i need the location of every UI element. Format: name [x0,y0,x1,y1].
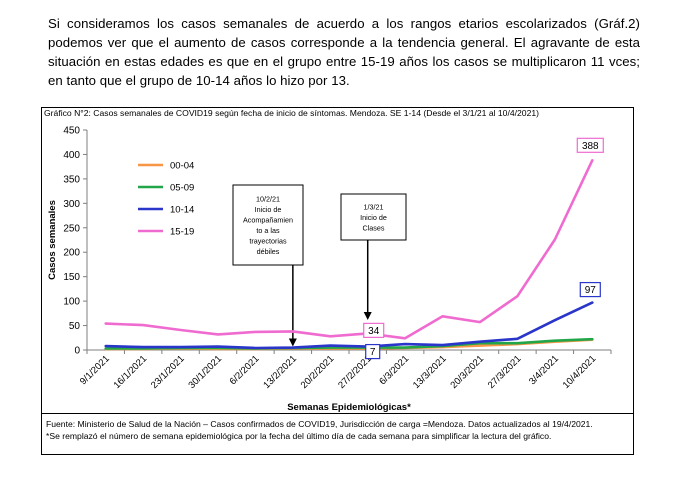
footnote: *Se remplazó el número de semana epidemi… [46,431,552,441]
y-tick-label: 200 [63,248,80,259]
annotation-arrowhead [288,338,297,347]
series-line-15-19 [104,159,594,340]
x-tick-label: 27/3/2021 [486,353,524,391]
legend-label-15-19: 15-19 [170,227,194,238]
y-tick-label: 250 [63,223,80,234]
data-label: 97 [585,285,597,296]
y-tick-label: 50 [69,321,81,332]
data-label-box [363,322,385,338]
data-label: 388 [582,141,599,152]
annotation-text: Inicio de [360,213,387,222]
annotation-text: Clases [363,223,385,232]
annotation-text: Inicio de [255,205,282,214]
annotation-text: Acompañamien [243,216,293,225]
annotation-text: 1/3/21 [364,202,384,211]
annotation-text: débiles [257,247,280,256]
y-axis-title: Casos semanales [47,200,58,280]
x-axis-title: Semanas Epidemiológicas* [287,402,411,413]
x-tick-label: 30/1/2021 [186,353,224,391]
annotation-text: 10/2/21 [256,195,280,204]
x-tick-label: 6/3/2021 [377,353,411,387]
x-tick-label: 13/3/2021 [411,353,449,391]
annotation-text: to a las [256,226,280,235]
annotation-arrowhead [363,312,372,320]
annotation-text: trayectorias [249,237,287,246]
y-tick-label: 400 [63,150,80,161]
x-tick-label: 16/1/2021 [112,353,150,391]
legend-label-05-09: 05-09 [170,183,194,194]
y-tick-label: 350 [63,174,80,185]
legend-label-10-14: 10-14 [170,205,194,216]
x-tick-label: 3/4/2021 [527,353,561,387]
annotation-box [232,184,304,266]
x-tick-label: 20/2/2021 [299,353,337,391]
figure-footer: Fuente: Ministerio de Salud de la Nación… [41,413,634,455]
data-label: 34 [368,326,380,337]
y-tick-label: 300 [63,199,80,210]
intro-paragraph: Si consideramos los casos semanales de a… [48,16,640,88]
x-tick-label: 6/2/2021 [228,353,262,387]
y-tick-label: 0 [74,346,80,357]
source-note: Fuente: Ministerio de Salud de la Nación… [46,419,593,429]
annotation-box [340,193,407,241]
figure-title: Gráfico N°2: Casos semanales de COVID19 … [44,108,539,118]
y-tick-label: 450 [63,126,80,137]
x-tick-label: 13/2/2021 [261,353,299,391]
series-line-10-14 [104,301,594,350]
data-label-box [576,137,604,153]
y-tick-label: 150 [63,272,80,283]
x-tick-label: 20/3/2021 [448,353,486,391]
data-label-box [579,281,601,298]
data-label: 7 [370,347,376,358]
legend-label-00-04: 00-04 [170,161,194,172]
x-tick-label: 10/4/2021 [561,353,599,391]
data-label-box [365,343,381,360]
x-tick-label: 23/1/2021 [149,353,187,391]
figure-frame [41,107,634,455]
y-tick-label: 100 [63,297,80,308]
x-tick-label: 9/1/2021 [78,353,112,387]
